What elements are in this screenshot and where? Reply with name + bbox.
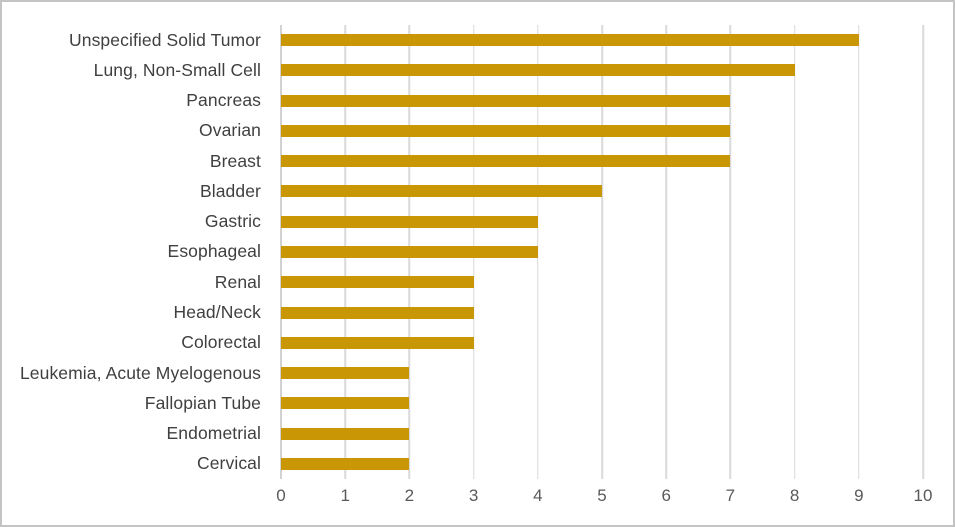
category-label: Pancreas (186, 90, 261, 111)
category-label: Colorectal (181, 332, 261, 353)
category-label: Breast (209, 150, 261, 171)
bar (281, 336, 474, 349)
category-label: Unspecified Solid Tumor (69, 29, 261, 50)
x-tick-label: 9 (854, 486, 864, 505)
x-axis-tick-labels: 0 1 2 3 4 5 6 7 8 9 10 (276, 486, 932, 512)
x-tick-label: 2 (404, 486, 415, 505)
bar (281, 427, 410, 440)
bar (281, 397, 410, 410)
bar (281, 306, 474, 319)
bar-row (281, 328, 923, 358)
x-tick-label: 4 (533, 486, 543, 505)
bar-row (281, 418, 923, 448)
bar (281, 64, 795, 77)
x-tick-label: 6 (661, 486, 671, 505)
category-label: Gastric (204, 211, 261, 232)
category-label: Cervical (196, 453, 261, 474)
bar-row (281, 25, 923, 55)
gridline (793, 25, 796, 479)
category-label: Renal (214, 271, 261, 292)
x-tick-label: 10 (913, 486, 933, 505)
bar-row (281, 207, 923, 237)
y-axis-category-labels: Unspecified Solid Tumor Lung, Non-Small C… (2, 25, 271, 479)
bar (281, 367, 410, 380)
x-tick-label: 8 (789, 486, 800, 505)
x-tick-label: 5 (597, 486, 607, 505)
category-label: Bladder (199, 180, 261, 201)
bar (281, 185, 602, 198)
gridline (858, 25, 860, 479)
bar-row (281, 449, 923, 479)
x-tick-label: 0 (276, 486, 286, 505)
gridline (601, 25, 603, 479)
plot-area (280, 25, 924, 479)
bar (281, 94, 731, 107)
category-label: Head/Neck (173, 302, 261, 323)
category-label: Leukemia, Acute Myelogenous (19, 362, 261, 383)
bar (281, 34, 859, 47)
bar (281, 245, 538, 258)
bar-row (281, 146, 923, 176)
bar-row (281, 237, 923, 267)
gridline (665, 25, 667, 479)
x-tick-label: 7 (725, 486, 736, 505)
bar (281, 215, 538, 228)
bar-row (281, 116, 923, 146)
category-label: Fallopian Tube (144, 392, 261, 413)
bar-row (281, 388, 923, 418)
bar-row (281, 176, 923, 206)
gridline (537, 25, 539, 479)
category-label: Esophageal (167, 241, 261, 262)
bar (281, 276, 474, 289)
bar (281, 124, 731, 137)
gridline (922, 25, 924, 479)
x-tick-label: 1 (340, 486, 350, 505)
category-label: Lung, Non-Small Cell (93, 59, 261, 80)
bar-row (281, 358, 923, 388)
category-label: Ovarian (199, 120, 261, 141)
gridline (729, 25, 732, 479)
bar-row (281, 267, 923, 297)
bar-series (281, 25, 923, 479)
bar (281, 457, 410, 470)
bar-row (281, 55, 923, 85)
bar-row (281, 86, 923, 116)
bar (281, 155, 731, 168)
x-tick-label: 3 (468, 486, 479, 505)
category-label: Endometrial (166, 423, 261, 444)
bar-row (281, 297, 923, 327)
